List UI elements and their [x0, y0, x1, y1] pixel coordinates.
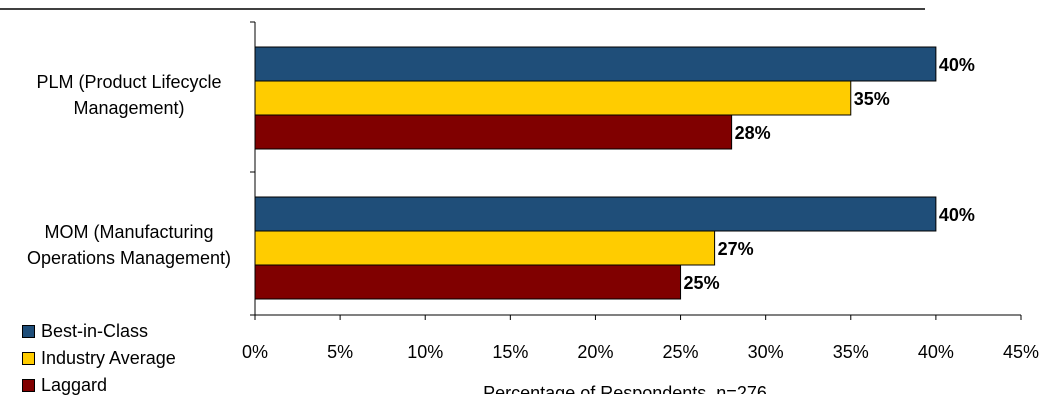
bar: [254, 196, 937, 232]
legend-swatch: [22, 325, 35, 338]
legend: Best-in-Class Industry Average Laggard: [22, 318, 176, 399]
bar: [254, 114, 733, 150]
data-label: 27%: [718, 239, 754, 259]
legend-label: Industry Average: [41, 348, 176, 368]
x-tick-label: 30%: [748, 342, 784, 362]
legend-item: Laggard: [22, 372, 176, 399]
category-label: PLM (Product Lifecycle: [36, 72, 221, 92]
legend-label: Laggard: [41, 375, 108, 395]
legend-swatch: [22, 379, 35, 392]
legend-item: Industry Average: [22, 345, 176, 372]
x-tick-label: 10%: [407, 342, 443, 362]
bar: [254, 46, 937, 82]
category-label: Operations Management): [27, 248, 231, 268]
x-axis-title: Percentage of Respondents, n=276: [483, 383, 767, 394]
x-tick-label: 15%: [492, 342, 528, 362]
data-label: 40%: [939, 205, 975, 225]
legend-swatch: [22, 352, 35, 365]
x-tick-label: 45%: [1003, 342, 1039, 362]
category-label: MOM (Manufacturing: [44, 222, 213, 242]
data-label: 25%: [684, 273, 720, 293]
category-label: Management): [73, 98, 184, 118]
x-tick-label: 35%: [833, 342, 869, 362]
x-tick-label: 20%: [577, 342, 613, 362]
data-label: 40%: [939, 55, 975, 75]
x-tick-label: 5%: [327, 342, 353, 362]
data-label: 28%: [735, 123, 771, 143]
bar: [254, 230, 716, 266]
data-label: 35%: [854, 89, 890, 109]
bar: [254, 80, 852, 116]
x-tick-label: 25%: [663, 342, 699, 362]
x-tick-label: 0%: [242, 342, 268, 362]
legend-item: Best-in-Class: [22, 318, 176, 345]
x-tick-label: 40%: [918, 342, 954, 362]
legend-label: Best-in-Class: [41, 321, 149, 341]
bar: [254, 264, 682, 300]
